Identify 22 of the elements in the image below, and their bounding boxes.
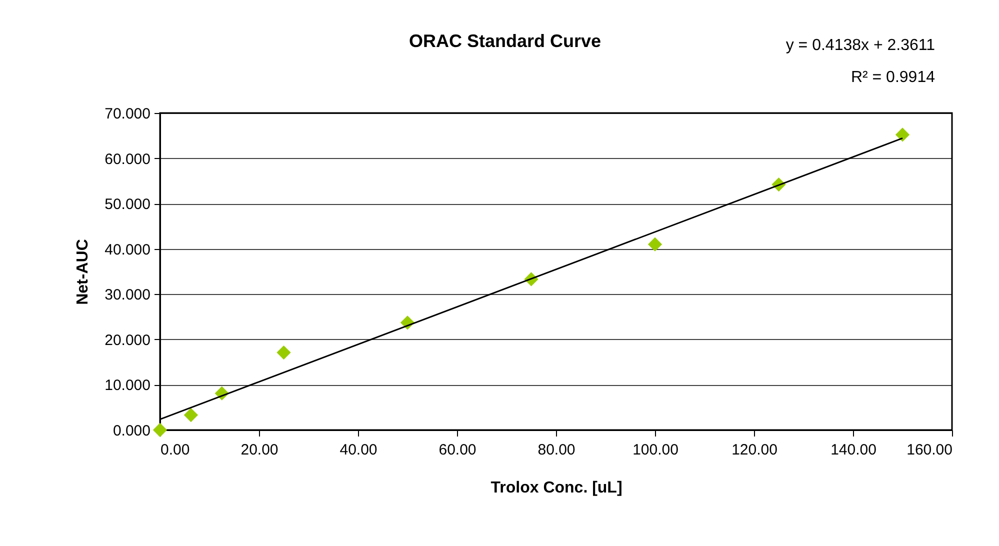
text: R² = 0.9914 — [850, 69, 936, 86]
x-tick-label: 80.00 — [538, 442, 576, 458]
y-tick-label: 0.000 — [112, 422, 150, 440]
x-tick-label: 20.00 — [240, 442, 278, 458]
x-tick-label: 120.00 — [732, 442, 778, 458]
chart-title: ORAC Standard Curve — [408, 31, 602, 51]
x-axis-title: Trolox Conc. [uL] — [490, 480, 622, 496]
y-tick-label: 20.000 — [104, 332, 150, 349]
x-tick-label: 0.00 — [160, 442, 190, 458]
text: y = 0.4138x + 2.3611 — [786, 37, 936, 54]
y-tick-label: 70.000 — [104, 106, 150, 122]
y-tick-label: 30.000 — [104, 286, 150, 304]
y-tick-label: 10.000 — [104, 377, 150, 394]
y-tick-label: 50.000 — [104, 196, 150, 214]
x-tick-label: 60.00 — [438, 442, 476, 458]
x-tick-label: 140.00 — [830, 442, 876, 458]
x-tick-label: 160.00 — [906, 442, 952, 458]
y-tick-label: 40.000 — [104, 241, 150, 258]
y-axis-title: Net-AUC — [74, 238, 92, 305]
y-tick-label: 60.000 — [104, 150, 150, 168]
x-tick-label: 40.00 — [340, 442, 378, 458]
x-tick-label: 100.00 — [632, 442, 678, 458]
